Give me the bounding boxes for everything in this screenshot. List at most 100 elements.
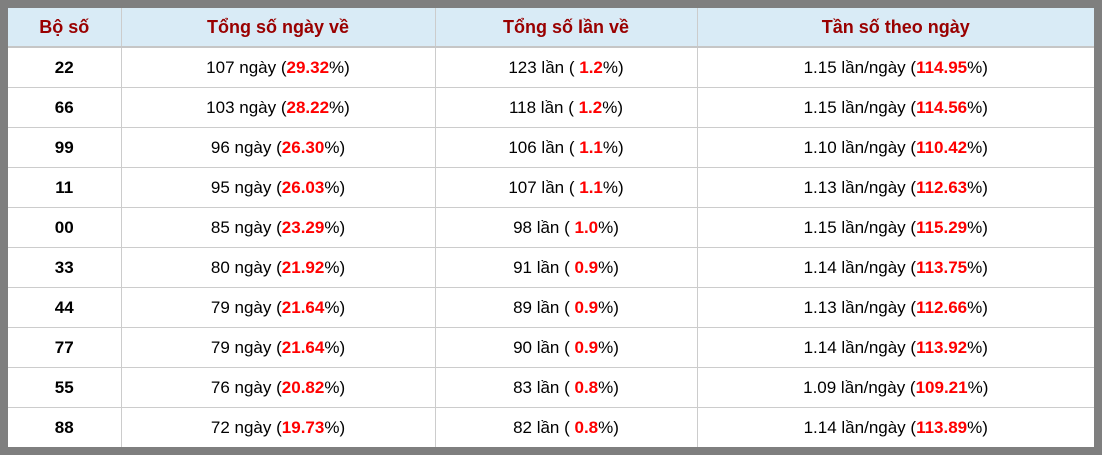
days-text: 96 ngày (: [210, 137, 282, 157]
days-text: 103 ngày (: [206, 97, 287, 117]
column-header-pair: Bộ số: [8, 8, 121, 48]
times-percent: 0.8: [574, 417, 599, 437]
cell-times: 118 lần ( 1.2%): [434, 87, 697, 128]
times-text: 118 lần (: [508, 97, 579, 117]
pair-number: 55: [54, 377, 74, 397]
times-percent: 0.9: [574, 257, 599, 277]
times-close: %): [602, 137, 624, 157]
days-percent: 26.30: [281, 137, 325, 157]
days-text: 79 ngày (: [210, 337, 282, 357]
frequency-text: 1.14 lần/ngày (: [803, 417, 917, 437]
frequency-text: 1.13 lần/ngày (: [803, 297, 917, 317]
cell-pair: 99: [8, 127, 121, 168]
table-row: 22 107 ngày (29.32%) 123 lần ( 1.2%) 1.1…: [8, 47, 1094, 88]
cell-pair: 77: [8, 327, 121, 368]
cell-days: 95 ngày (26.03%): [120, 167, 435, 208]
frequency-close: %): [967, 97, 988, 117]
times-text: 98 lần (: [513, 217, 575, 237]
cell-pair: 33: [8, 247, 121, 288]
table-row: 55 76 ngày (20.82%) 83 lần ( 0.8%) 1.09 …: [8, 367, 1094, 408]
cell-frequency: 1.10 lần/ngày (110.42%): [696, 127, 1094, 168]
frequency-close: %): [967, 257, 988, 277]
table-row: 77 79 ngày (21.64%) 90 lần ( 0.9%) 1.14 …: [8, 327, 1094, 368]
days-close: %): [324, 337, 346, 357]
table-row: 66 103 ngày (28.22%) 118 lần ( 1.2%) 1.1…: [8, 87, 1094, 128]
cell-times: 91 lần ( 0.9%): [434, 247, 697, 288]
cell-days: 79 ngày (21.64%): [120, 287, 435, 328]
cell-times: 89 lần ( 0.9%): [434, 287, 697, 328]
times-text: 107 lần (: [508, 177, 580, 197]
frequency-text: 1.09 lần/ngày (: [803, 377, 916, 397]
times-close: %): [598, 417, 619, 437]
table-body: 22 107 ngày (29.32%) 123 lần ( 1.2%) 1.1…: [8, 47, 1094, 447]
table-row: 11 95 ngày (26.03%) 107 lần ( 1.1%) 1.13…: [8, 167, 1094, 208]
days-close: %): [324, 257, 346, 277]
days-percent: 19.73: [281, 417, 325, 437]
times-close: %): [602, 57, 624, 77]
frequency-percent: 113.92: [916, 337, 968, 357]
frequency-close: %): [967, 217, 988, 237]
column-header-frequency: Tần số theo ngày: [696, 8, 1094, 48]
frequency-text: 1.10 lần/ngày (: [803, 137, 917, 157]
frequency-percent: 113.89: [916, 417, 968, 437]
cell-times: 107 lần ( 1.1%): [434, 167, 697, 208]
days-close: %): [324, 217, 346, 237]
frequency-text: 1.14 lần/ngày (: [803, 257, 917, 277]
times-text: 83 lần (: [513, 377, 575, 397]
cell-times: 106 lần ( 1.1%): [434, 127, 697, 168]
pair-number: 44: [54, 297, 74, 317]
frequency-percent: 112.63: [916, 177, 968, 197]
days-percent: 21.64: [281, 337, 325, 357]
cell-times: 90 lần ( 0.9%): [434, 327, 697, 368]
cell-times: 82 lần ( 0.8%): [434, 407, 697, 447]
frequency-close: %): [967, 417, 988, 437]
frequency-close: %): [967, 57, 988, 77]
cell-pair: 66: [8, 87, 121, 128]
pair-number: 22: [54, 57, 74, 77]
cell-days: 79 ngày (21.64%): [120, 327, 435, 368]
days-close: %): [324, 137, 346, 157]
cell-days: 96 ngày (26.30%): [120, 127, 435, 168]
cell-frequency: 1.13 lần/ngày (112.63%): [696, 167, 1094, 208]
frequency-percent: 115.29: [916, 217, 968, 237]
cell-pair: 00: [8, 207, 121, 248]
days-text: 76 ngày (: [210, 377, 282, 397]
days-text: 80 ngày (: [210, 257, 282, 277]
column-header-days: Tổng số ngày về: [120, 8, 435, 48]
header-row: Bộ số Tổng số ngày về Tổng số lần về Tần…: [8, 8, 1094, 48]
days-close: %): [324, 417, 346, 437]
cell-pair: 22: [8, 47, 121, 88]
cell-frequency: 1.15 lần/ngày (114.95%): [696, 47, 1094, 88]
frequency-close: %): [967, 297, 988, 317]
cell-days: 72 ngày (19.73%): [120, 407, 435, 447]
cell-pair: 44: [8, 287, 121, 328]
days-percent: 21.92: [281, 257, 325, 277]
frequency-text: 1.15 lần/ngày (: [803, 217, 917, 237]
cell-pair: 88: [8, 407, 121, 447]
cell-frequency: 1.09 lần/ngày (109.21%): [696, 367, 1094, 408]
cell-frequency: 1.15 lần/ngày (114.56%): [696, 87, 1094, 128]
times-text: 123 lần (: [508, 57, 580, 77]
days-percent: 28.22: [286, 97, 330, 117]
days-percent: 20.82: [281, 377, 325, 397]
frequency-percent: 114.56: [916, 97, 968, 117]
cell-days: 80 ngày (21.92%): [120, 247, 435, 288]
pair-number: 33: [54, 257, 74, 277]
column-header-times: Tổng số lần về: [434, 8, 697, 48]
times-percent: 1.2: [579, 57, 603, 77]
times-text: 90 lần (: [513, 337, 575, 357]
cell-times: 98 lần ( 1.0%): [434, 207, 697, 248]
frequency-close: %): [967, 377, 989, 397]
times-percent: 1.1: [579, 177, 603, 197]
frequency-text: 1.15 lần/ngày (: [803, 97, 917, 117]
frequency-text: 1.15 lần/ngày (: [803, 57, 917, 77]
pair-number: 99: [54, 137, 74, 157]
frequency-text: 1.14 lần/ngày (: [803, 337, 917, 357]
pair-number: 66: [54, 97, 74, 117]
cell-days: 76 ngày (20.82%): [120, 367, 435, 408]
days-text: 95 ngày (: [210, 177, 282, 197]
days-percent: 29.32: [286, 57, 330, 77]
table-row: 44 79 ngày (21.64%) 89 lần ( 0.9%) 1.13 …: [8, 287, 1094, 328]
times-percent: 0.8: [574, 377, 599, 397]
cell-frequency: 1.15 lần/ngày (115.29%): [696, 207, 1094, 248]
